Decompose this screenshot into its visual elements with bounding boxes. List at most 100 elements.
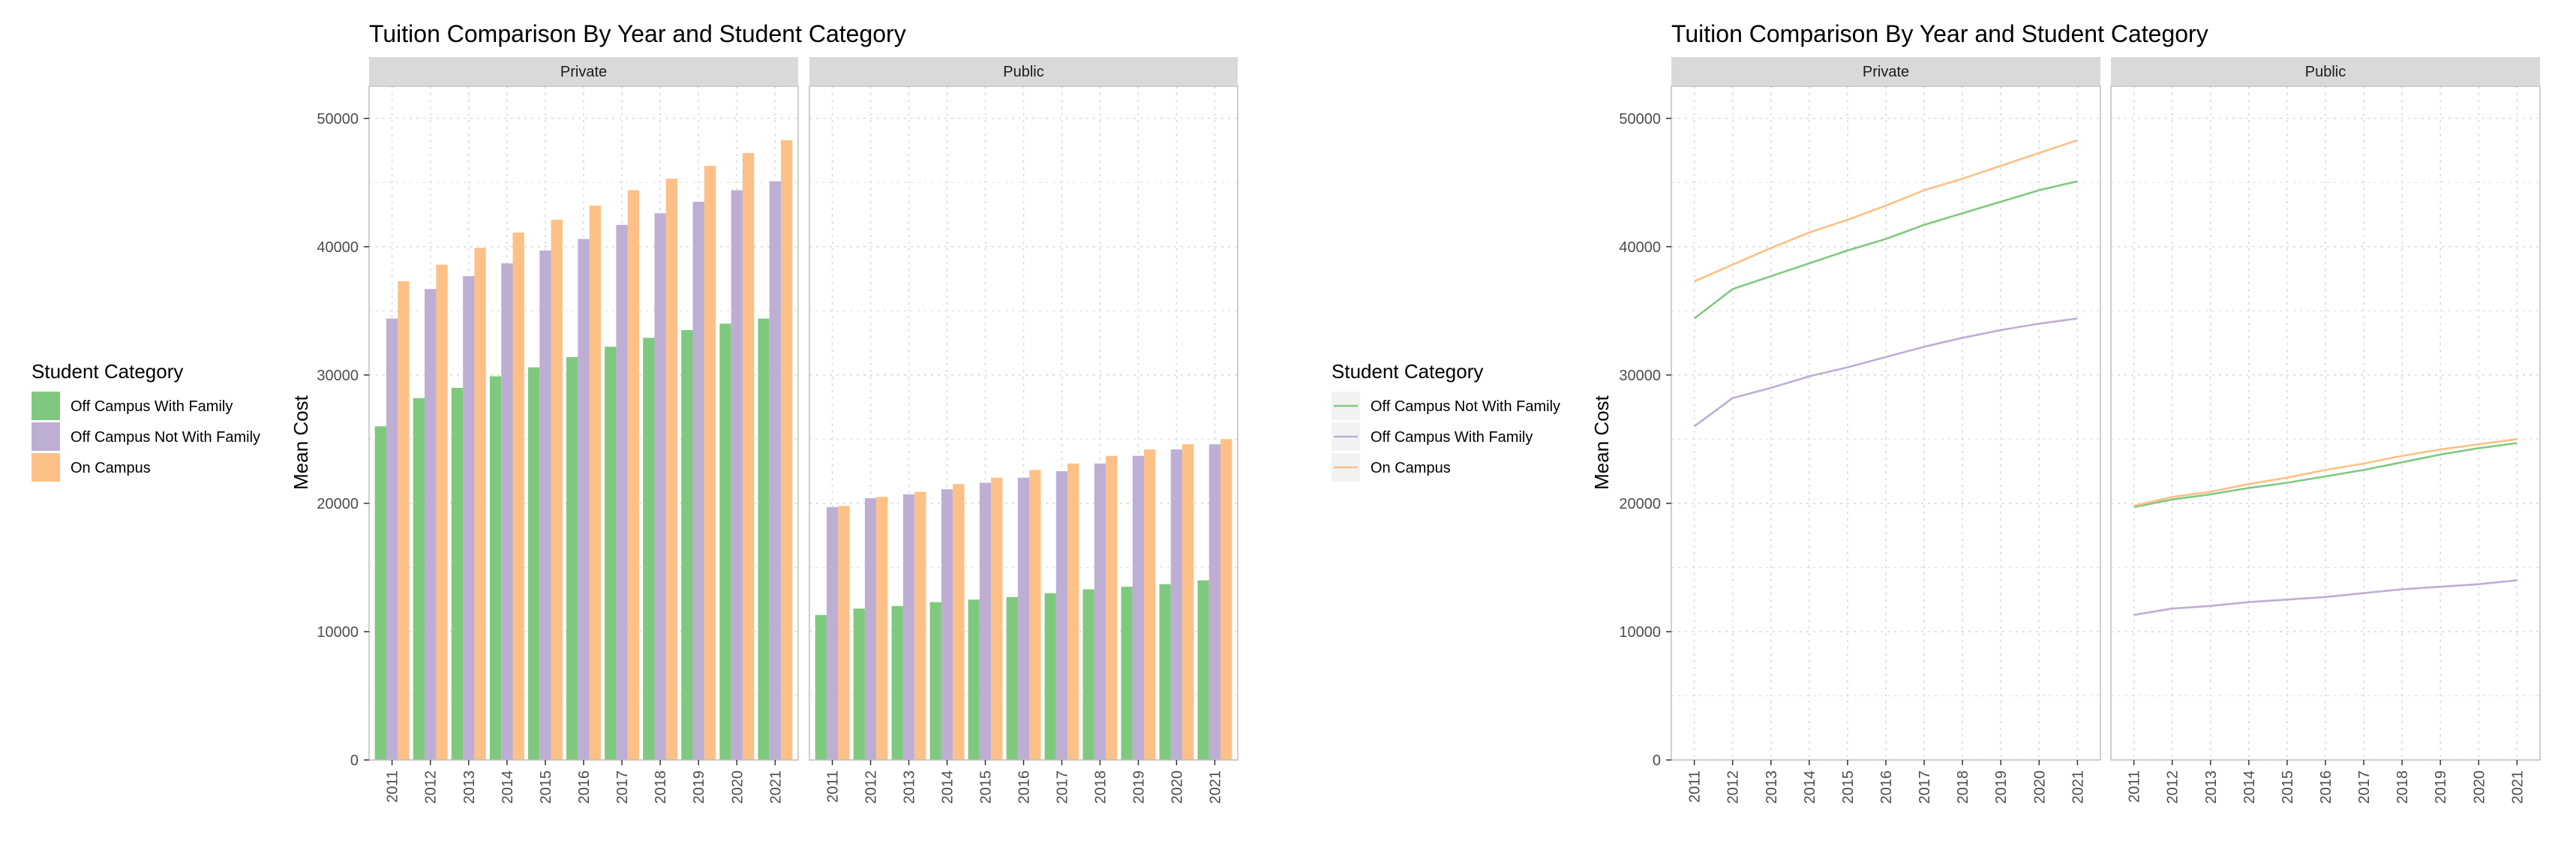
facet-strip bbox=[1671, 57, 2100, 86]
x-tick-label: 2017 bbox=[614, 770, 631, 804]
series-line bbox=[2133, 438, 2517, 507]
x-tick-label: 2012 bbox=[423, 770, 440, 804]
facet-strip bbox=[809, 57, 1238, 86]
x-tick-label: 2014 bbox=[500, 770, 516, 804]
bar bbox=[654, 213, 666, 760]
line-chart-legend: Student Category Off Campus Not With Fam… bbox=[1332, 360, 1560, 482]
bar bbox=[719, 323, 731, 760]
y-tick-label: 20000 bbox=[317, 496, 359, 512]
x-tick-label: 2011 bbox=[825, 770, 842, 803]
y-tick-label: 20000 bbox=[1619, 496, 1661, 512]
x-tick-label: 2021 bbox=[767, 770, 784, 804]
x-tick-label: 2017 bbox=[1917, 770, 1933, 804]
y-axis-title: Mean Cost bbox=[290, 395, 312, 489]
line-facets: Private 2011 2012 2013 2014 2015 2016 2017 2018 2… bbox=[1619, 57, 2541, 804]
bar bbox=[704, 166, 716, 760]
legend-label: On Campus bbox=[71, 460, 151, 476]
x-tick-label: 2014 bbox=[1802, 770, 1818, 804]
x-tick-label: 2017 bbox=[1054, 770, 1070, 804]
panel-background bbox=[1671, 86, 2100, 760]
bar bbox=[1067, 463, 1079, 760]
bar bbox=[1182, 444, 1194, 760]
bar bbox=[692, 201, 704, 760]
bar bbox=[1197, 580, 1209, 760]
bar bbox=[1220, 439, 1232, 760]
bar-chart-legend: Student Category Off Campus With Family … bbox=[32, 360, 260, 482]
legend-key-off-campus-with-family bbox=[32, 392, 60, 420]
bar bbox=[451, 387, 464, 760]
bar bbox=[769, 181, 782, 760]
series-line bbox=[1693, 180, 2078, 320]
y-tick-label: 10000 bbox=[1619, 624, 1661, 641]
x-tick-label: 2016 bbox=[576, 770, 593, 804]
panel-background bbox=[2111, 86, 2540, 760]
bar bbox=[463, 276, 475, 760]
bar bbox=[1017, 477, 1030, 760]
x-tick-label: 2020 bbox=[2031, 770, 2048, 804]
y-tick-label: 0 bbox=[1653, 752, 1661, 769]
bar bbox=[1094, 463, 1106, 760]
x-tick-label: 2018 bbox=[1092, 770, 1109, 804]
bar bbox=[512, 232, 524, 761]
bar bbox=[501, 263, 513, 760]
x-tick-label: 2013 bbox=[2203, 770, 2220, 804]
bar bbox=[781, 140, 793, 761]
legend-label: Off Campus Not With Family bbox=[71, 429, 260, 446]
bar bbox=[643, 338, 655, 761]
x-tick-label: 2021 bbox=[2509, 770, 2526, 804]
x-tick-label: 2015 bbox=[1840, 770, 1857, 804]
bar bbox=[578, 239, 590, 761]
bar bbox=[616, 224, 628, 760]
bar bbox=[374, 426, 386, 760]
y-tick-label: 30000 bbox=[317, 368, 359, 384]
bar bbox=[681, 329, 693, 760]
bar bbox=[1082, 589, 1094, 760]
x-tick-label: 2012 bbox=[2165, 770, 2181, 804]
y-tick-label: 40000 bbox=[317, 239, 359, 256]
bar bbox=[425, 289, 437, 760]
facet-strip-label: Public bbox=[1003, 64, 1043, 80]
bar bbox=[826, 507, 839, 760]
facet-strip-label: Public bbox=[2305, 64, 2346, 80]
x-tick-label: 2015 bbox=[2280, 770, 2296, 804]
bar bbox=[838, 506, 850, 760]
bar bbox=[398, 281, 410, 760]
bar bbox=[1208, 444, 1221, 760]
line-chart-panel: Tuition Comparison By Year and Student C… bbox=[1332, 20, 2541, 804]
facet-private: Private 2011 2012 2013 2014 2015 2016 2017 2018 2… bbox=[317, 57, 799, 804]
x-tick-label: 2013 bbox=[461, 770, 478, 804]
bar bbox=[386, 318, 398, 760]
legend-label: Off Campus With Family bbox=[71, 398, 233, 415]
bar bbox=[929, 602, 941, 760]
facet-strip-label: Private bbox=[1863, 64, 1909, 80]
series-line bbox=[1694, 139, 2078, 283]
bar bbox=[605, 347, 617, 760]
bar bbox=[1044, 593, 1056, 760]
bar bbox=[914, 491, 926, 760]
bar bbox=[489, 376, 502, 760]
series-line bbox=[1693, 317, 2078, 428]
legend-label: Off Campus With Family bbox=[1371, 429, 1533, 446]
bar bbox=[953, 484, 965, 760]
bar bbox=[1121, 587, 1133, 760]
x-tick-label: 2021 bbox=[2070, 770, 2086, 804]
facet-strip bbox=[2111, 57, 2540, 86]
series-line bbox=[2133, 579, 2517, 616]
bar bbox=[436, 264, 448, 760]
facet-strip-label: Private bbox=[560, 64, 607, 80]
y-tick-label: 10000 bbox=[317, 624, 359, 641]
x-tick-label: 2020 bbox=[2471, 770, 2487, 804]
x-tick-label: 2021 bbox=[1207, 770, 1223, 804]
y-tick-label: 30000 bbox=[1619, 368, 1661, 384]
bar bbox=[968, 599, 980, 760]
bar bbox=[1055, 471, 1068, 760]
x-tick-label: 2019 bbox=[2433, 770, 2449, 804]
bar bbox=[1029, 470, 1041, 760]
facet-strip bbox=[369, 57, 798, 86]
bar bbox=[589, 206, 601, 760]
facet-public: Public 2011 2012 2013 2014 2015 2016 2017 2018 20… bbox=[2110, 57, 2541, 804]
line-chart-title: Tuition Comparison By Year and Student C… bbox=[1671, 20, 2208, 47]
x-tick-label: 2016 bbox=[1878, 770, 1895, 804]
